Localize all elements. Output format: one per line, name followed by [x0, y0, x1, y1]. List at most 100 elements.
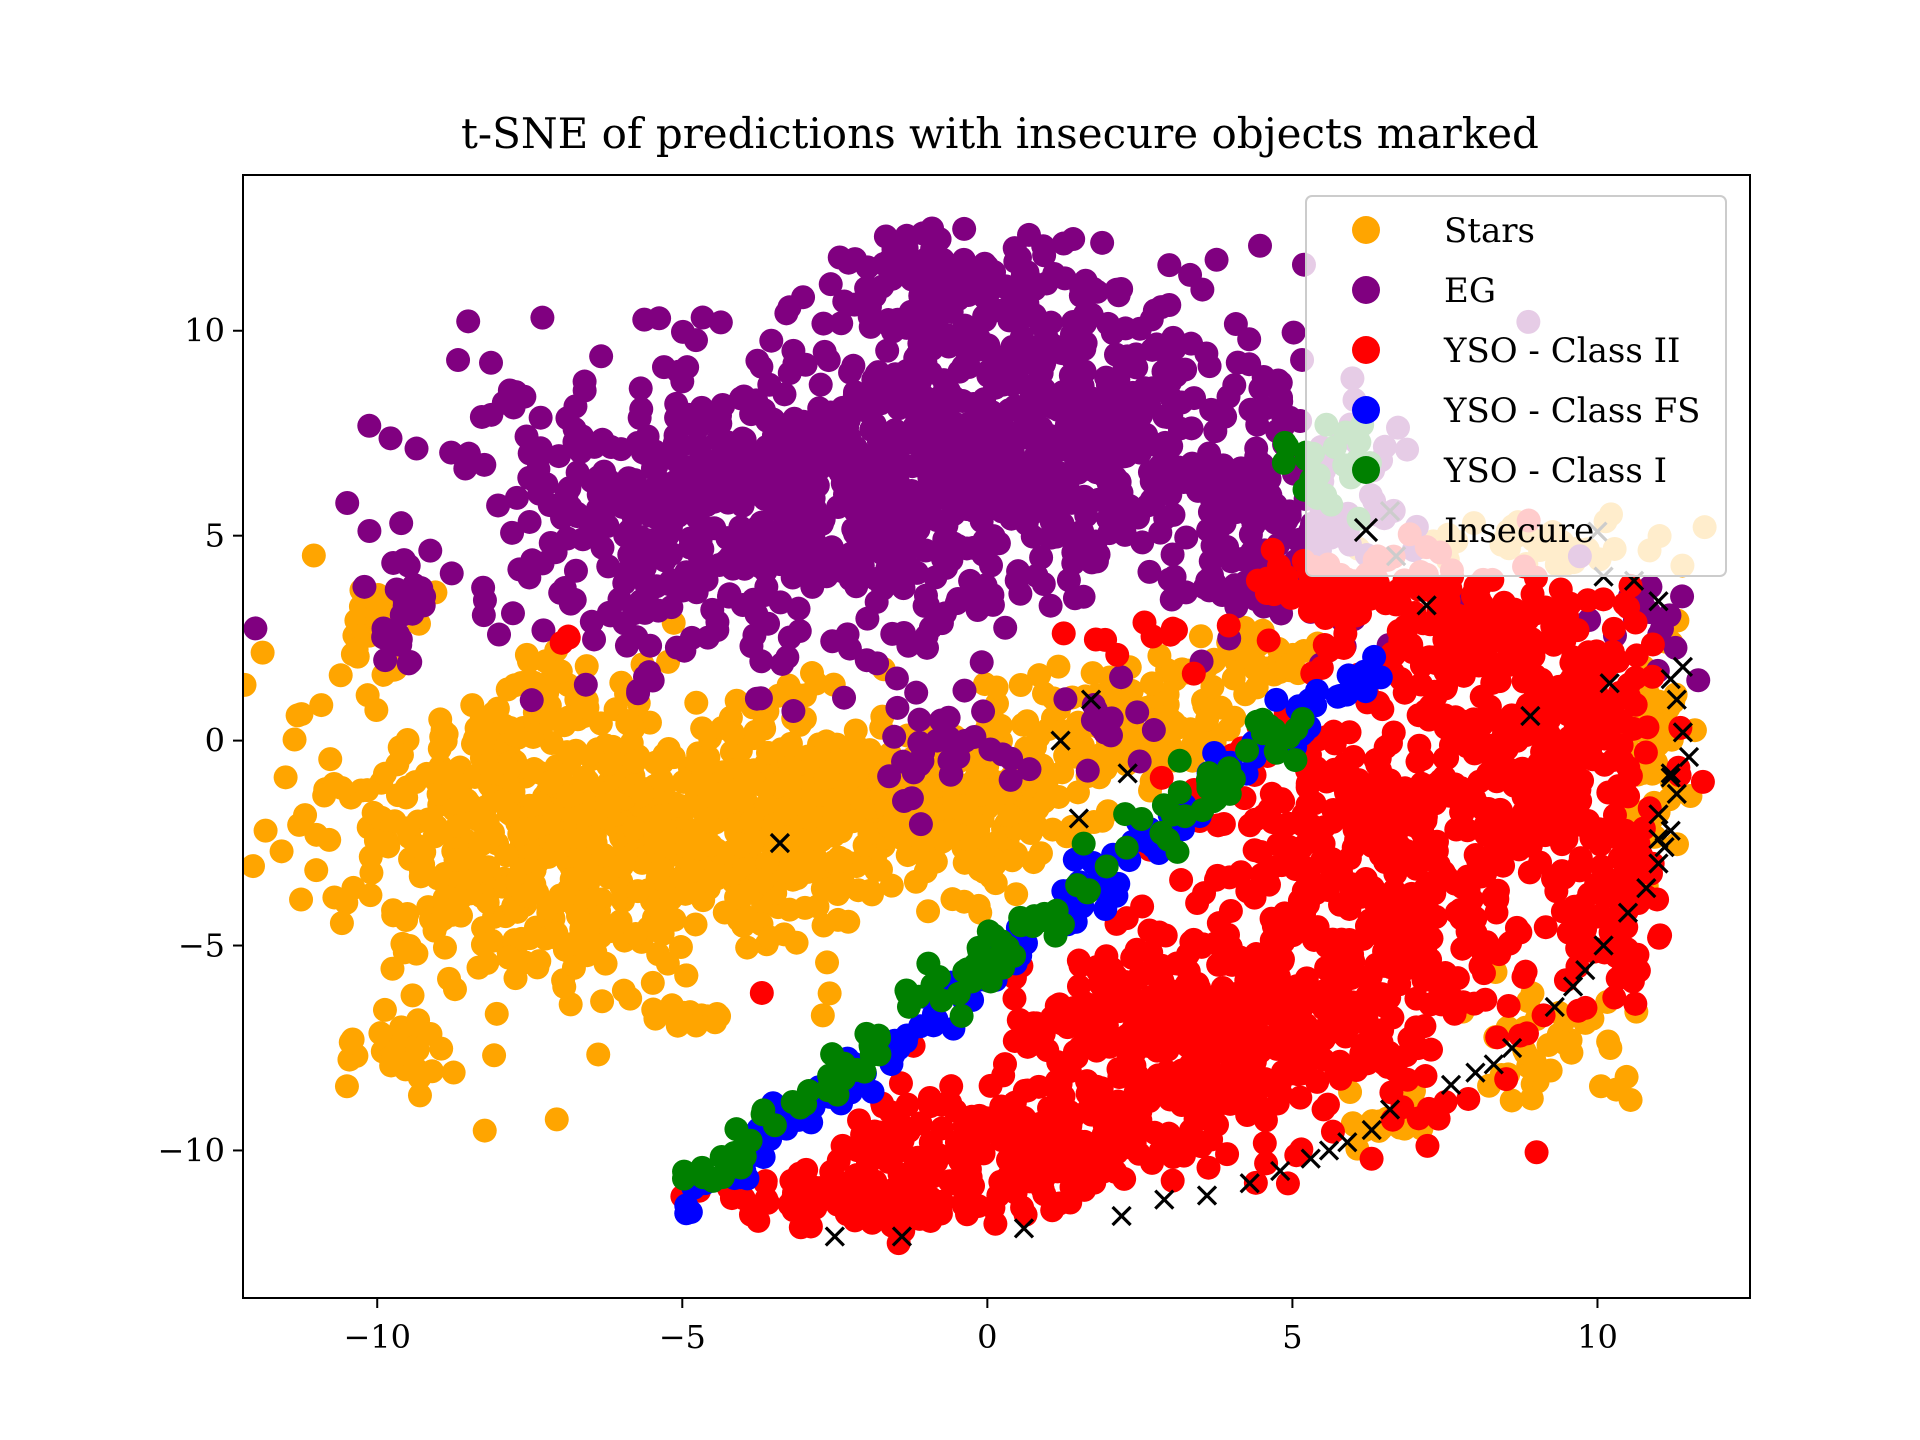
eg-point: [1125, 700, 1150, 725]
yso-class-i-point: [1114, 835, 1139, 860]
stars-point: [1015, 709, 1040, 734]
yso-class-ii-point: [556, 625, 581, 650]
stars-point: [490, 789, 515, 814]
yso-class-ii-point: [1067, 1129, 1092, 1154]
eg-point: [837, 424, 862, 449]
eg-point: [589, 344, 614, 369]
yso-class-i-point: [1235, 738, 1260, 763]
yso-class-ii-point: [1127, 1118, 1152, 1143]
yso-class-ii-point: [1249, 863, 1274, 888]
eg-point: [839, 541, 864, 566]
stars-point: [527, 791, 552, 816]
yso-class-ii-point: [1320, 927, 1345, 952]
eg-point: [811, 311, 836, 336]
eg-point: [1042, 334, 1067, 359]
stars-point: [514, 642, 539, 667]
stars-point: [984, 675, 1009, 700]
stars-point: [1244, 675, 1269, 700]
eg-point: [953, 337, 978, 362]
stars-point: [1604, 1077, 1629, 1102]
stars-point: [456, 865, 481, 890]
stars-point: [380, 956, 405, 981]
yso-class-ii-point: [1496, 993, 1521, 1018]
stars-point: [301, 543, 326, 568]
yso-class-ii-point: [1585, 904, 1610, 929]
stars-point: [817, 981, 842, 1006]
yso-class-ii-point: [1216, 613, 1241, 638]
yso-class-ii-point: [1408, 892, 1433, 917]
eg-point: [357, 413, 382, 438]
eg-point: [898, 299, 923, 324]
yso-class-i-point: [1151, 793, 1176, 818]
yso-class-i-point: [852, 1059, 877, 1084]
eg-point: [1056, 568, 1081, 593]
yso-class-ii-point: [1354, 914, 1379, 939]
stars-point: [642, 820, 667, 845]
eg-point: [1019, 501, 1044, 526]
stars-point: [799, 661, 824, 686]
eg-point: [838, 360, 863, 385]
yso-class-ii-point: [1148, 1139, 1173, 1164]
stars-point: [574, 654, 599, 679]
eg-point: [572, 369, 597, 394]
stars-point: [727, 832, 752, 857]
eg-point: [990, 742, 1015, 767]
eg-point: [628, 376, 653, 401]
stars-point: [879, 873, 904, 898]
eg-point: [899, 786, 924, 811]
eg-point: [1141, 718, 1166, 743]
eg-point: [1195, 461, 1220, 486]
stars-point: [537, 770, 562, 795]
eg-point: [998, 767, 1023, 792]
stars-point: [552, 974, 577, 999]
stars-point: [372, 997, 397, 1022]
yso-class-ii-point: [1321, 588, 1346, 613]
yso-class-ii-point: [1218, 934, 1243, 959]
yso-class-i-point: [1050, 912, 1075, 937]
yso-class-ii-point: [939, 1074, 964, 1099]
stars-point: [309, 693, 334, 718]
eg-point: [907, 707, 932, 732]
yso-class-ii-point: [1558, 791, 1583, 816]
eg-point: [1059, 490, 1084, 515]
stars-point: [966, 813, 991, 838]
stars-point: [623, 921, 648, 946]
stars-point: [253, 818, 278, 843]
stars-point: [338, 1030, 363, 1055]
eg-point: [879, 470, 904, 495]
yso-class-ii-point: [1505, 606, 1530, 631]
stars-point: [840, 809, 865, 834]
stars-point: [857, 821, 882, 846]
yso-class-ii-point: [1411, 611, 1436, 636]
eg-point: [791, 285, 816, 310]
yso-class-ii-point: [1433, 1090, 1458, 1115]
stars-point: [846, 878, 871, 903]
stars-point: [739, 809, 764, 834]
stars-point: [287, 812, 312, 837]
stars-point: [811, 913, 836, 938]
yso-class-ii-point: [1178, 1052, 1203, 1077]
eg-point: [1197, 354, 1222, 379]
stars-point: [482, 1043, 507, 1068]
yso-class-ii-point: [1360, 834, 1385, 859]
stars-point: [665, 1013, 690, 1038]
yso-class-ii-point: [1531, 1003, 1556, 1028]
stars-point: [590, 989, 615, 1014]
yso-class-ii-point: [1571, 674, 1596, 699]
eg-point: [795, 412, 820, 437]
yso-class-ii-point: [1281, 1030, 1306, 1055]
stars-point: [566, 903, 591, 928]
stars-point: [337, 1047, 362, 1072]
eg-point: [853, 384, 878, 409]
eg-point: [904, 680, 929, 705]
yso-class-ii-point: [1007, 1008, 1032, 1033]
yso-class-ii-point: [1355, 983, 1380, 1008]
stars-point: [966, 893, 991, 918]
yso-class-ii-point: [1543, 681, 1568, 706]
yso-class-i-point: [949, 1003, 974, 1028]
yso-class-ii-point: [1253, 1067, 1278, 1092]
yso-class-ii-point: [1242, 838, 1267, 863]
eg-point: [781, 338, 806, 363]
eg-point: [927, 386, 952, 411]
eg-point: [1115, 344, 1140, 369]
